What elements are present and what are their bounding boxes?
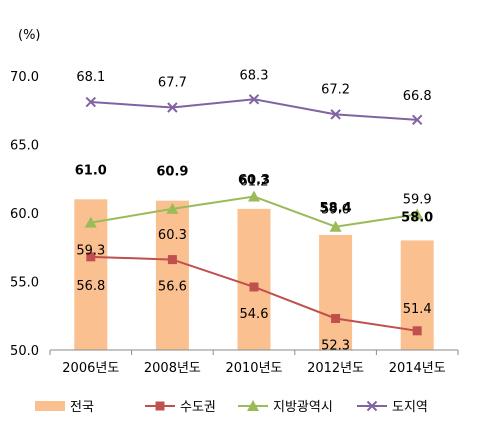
data-label-전국: 60.9 [156,165,188,180]
data-label-도지역: 68.1 [76,70,105,85]
x-tick-label: 2008년도 [144,361,201,376]
data-label-지방광역시: 60.3 [158,228,187,243]
marker-도지역 [330,109,341,120]
legend-marker-지방광역시 [247,400,259,411]
legend-label: 수도권 [180,400,216,415]
legend-swatch-전국 [35,401,65,411]
lines [84,94,424,336]
marker-수도권 [412,326,422,336]
x-axis: 2006년도 2008년도 2010년도 2012년도 2014년도 [49,349,459,376]
x-tick-label: 2014년도 [389,361,446,376]
data-label-전국: 58.4 [320,201,352,216]
x-tick-label: 2006년도 [62,361,119,376]
legend-marker-수도권 [155,401,165,411]
bar-전국 [155,200,189,350]
y-tick-label: 70.0 [10,70,39,85]
bars [74,199,434,350]
marker-도지역 [248,94,260,105]
marker-도지역 [411,114,423,126]
marker-지방광역시 [248,190,260,202]
data-label-지방광역시: 59.3 [76,244,105,259]
data-label-수도권: 51.4 [403,302,432,317]
data-label-수도권: 54.6 [240,307,269,322]
y-unit-label: (%) [18,28,41,43]
data-label-전국: 61.0 [75,163,107,178]
y-axis: 70.0 65.0 60.0 55.0 50.0 [10,70,39,359]
marker-수도권 [167,255,177,265]
legend: 전국 수도권 지방광역시 도지역 [35,400,428,415]
data-label-도지역: 68.3 [240,68,269,83]
marker-도지역 [85,96,97,108]
legend-label: 도지역 [392,400,428,415]
marker-지방광역시 [329,220,342,232]
legend-label: 전국 [70,400,94,415]
y-tick-label: 55.0 [10,276,39,291]
marker-수도권 [331,313,341,323]
marker-수도권 [249,282,259,292]
data-label-지방광역시: 59.0 [321,203,350,218]
marker-지방광역시 [411,208,424,220]
data-label-전국: 58.0 [401,210,433,225]
marker-수도권 [86,252,96,262]
data-label-수도권: 56.8 [76,279,105,294]
legend-marker-도지역 [366,400,378,412]
y-tick-label: 60.0 [10,207,39,222]
marker-도지역 [167,102,178,113]
legend-label: 지방광역시 [273,400,333,415]
data-label-수도권: 56.6 [158,280,187,295]
y-tick-label: 50.0 [10,344,39,359]
data-label-도지역: 67.2 [321,82,350,97]
marker-지방광역시 [84,216,97,228]
x-tick-label: 2010년도 [225,361,282,376]
marker-지방광역시 [166,202,179,214]
line-도지역 [90,98,418,121]
data-label-도지역: 66.8 [403,89,432,104]
data-label-전국: 60.3 [238,173,270,188]
bar-전국 [237,208,271,350]
data-label-지방광역시: 61.2 [240,175,269,190]
y-tick-label: 65.0 [10,139,39,154]
data-label-수도권: 52.3 [321,338,350,353]
data-labels: 61.0 60.9 60.3 58.4 58.0 56.8 56.6 54.6 52.3 51.4… [75,68,433,353]
bar-전국 [319,234,353,350]
x-tick-label: 2012년도 [307,361,364,376]
data-label-도지역: 67.7 [158,76,187,91]
data-label-지방광역시: 59.9 [403,192,432,207]
